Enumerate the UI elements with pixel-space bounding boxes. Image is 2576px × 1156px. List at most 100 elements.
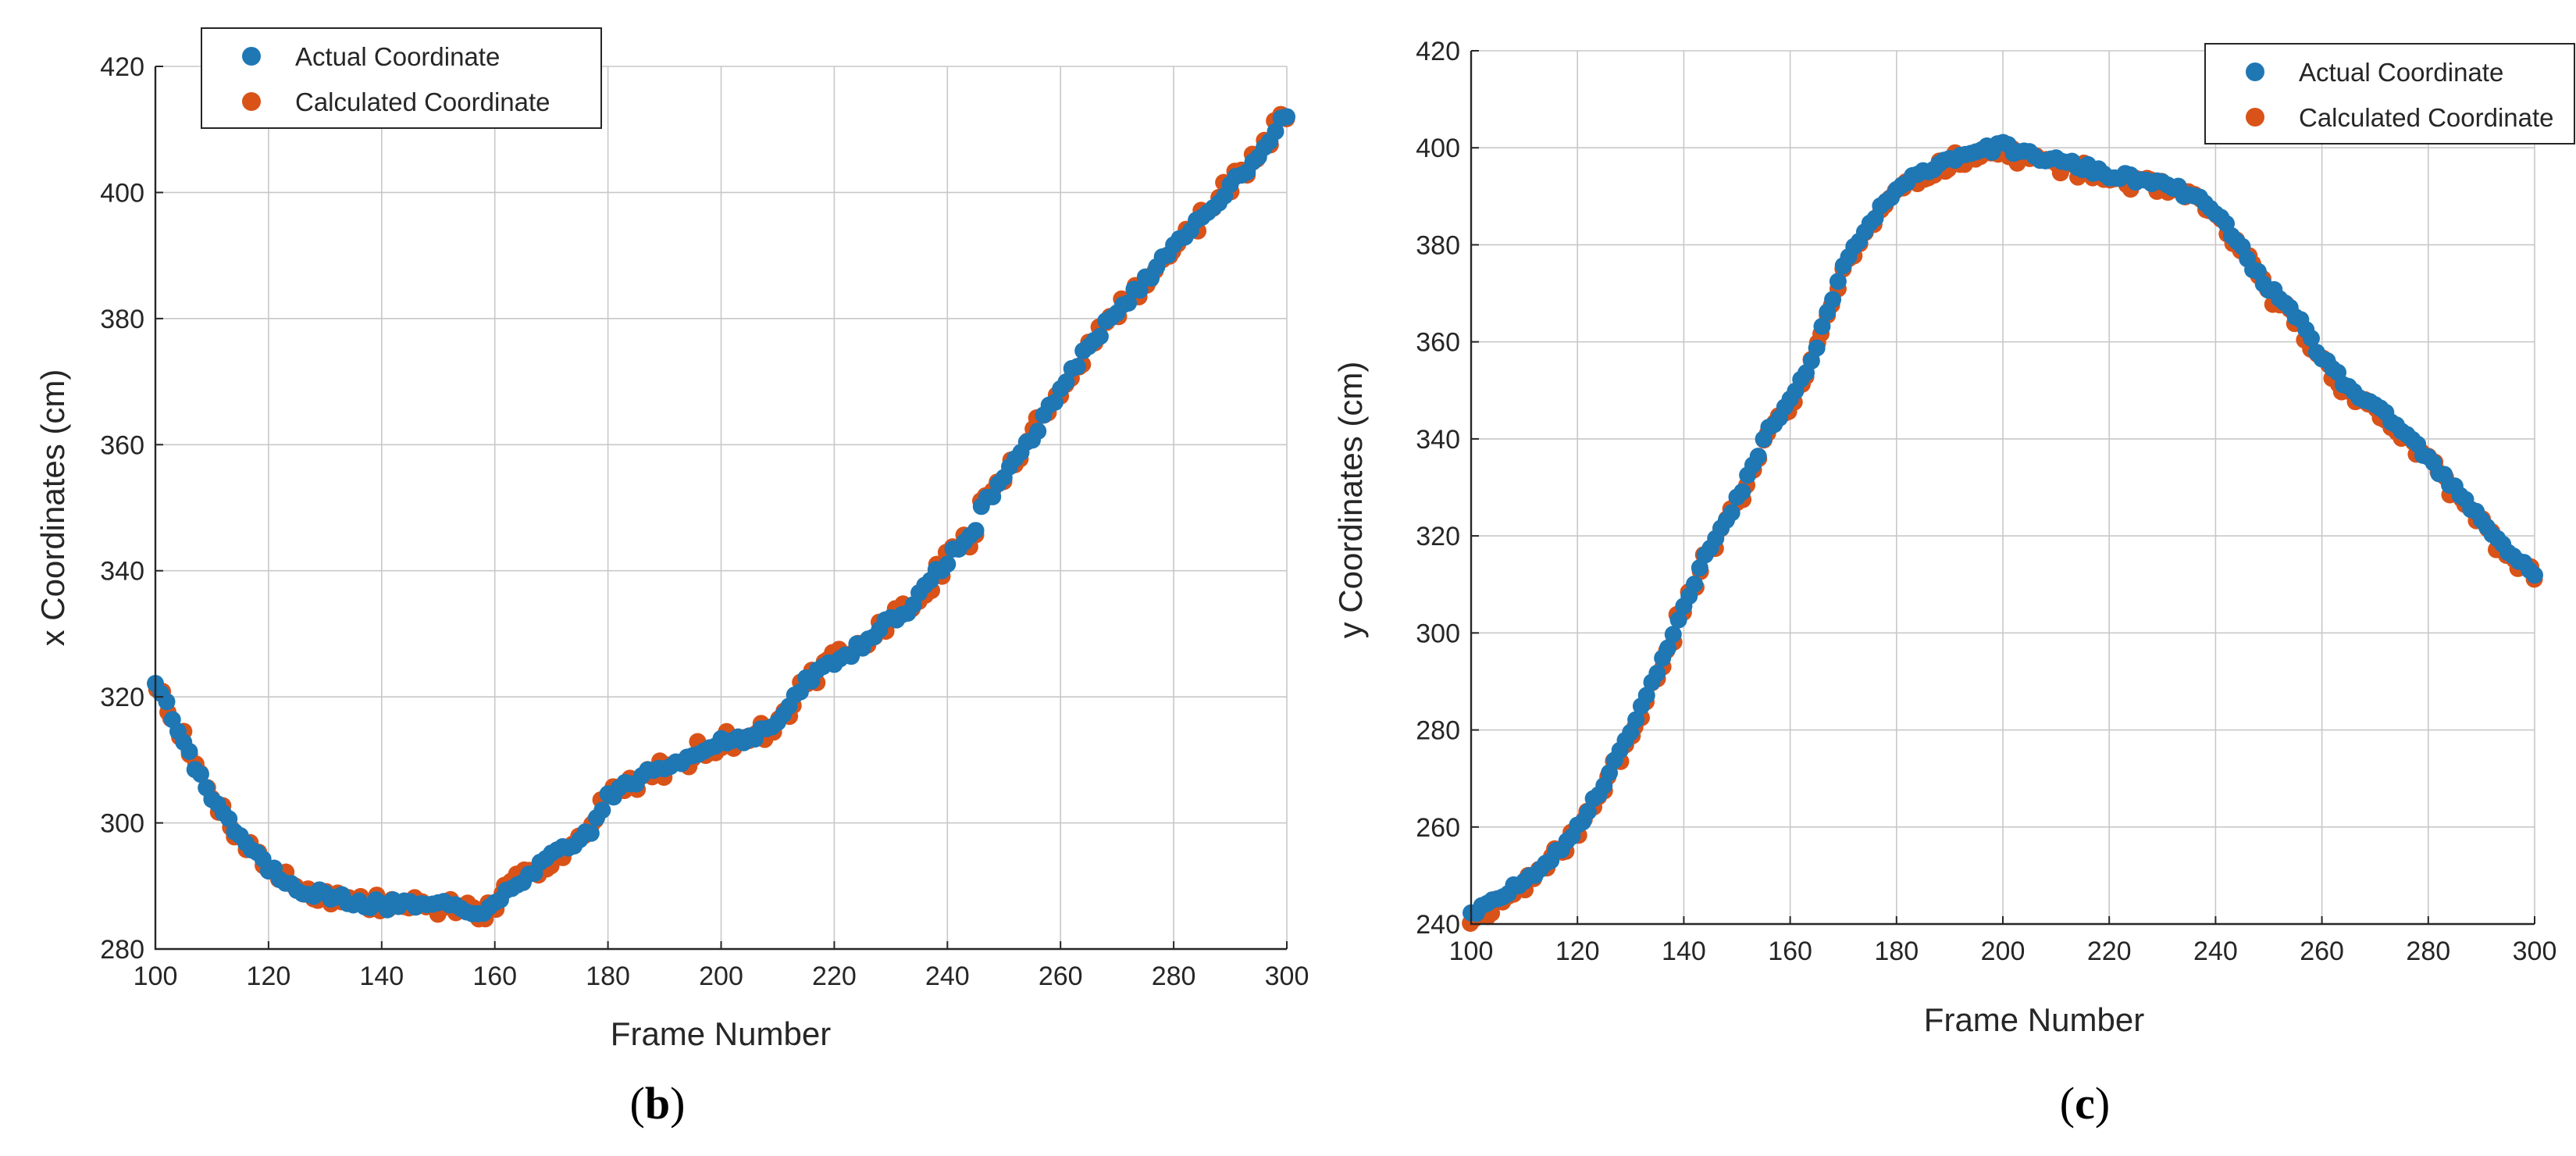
x-tick-label: 120 xyxy=(247,962,291,991)
legend-marker xyxy=(2246,62,2264,81)
x-tick-label: 280 xyxy=(2406,937,2450,966)
legend-box xyxy=(201,27,602,129)
legend-c: Actual Coordinate Calculated Coordinate xyxy=(2204,43,2575,144)
actual-point xyxy=(1659,639,1676,657)
actual-point xyxy=(1029,423,1047,441)
x-tick-label: 240 xyxy=(925,962,970,991)
y-tick-label: 360 xyxy=(100,430,144,460)
x-tick-label: 100 xyxy=(1449,937,1494,966)
actual-point xyxy=(1046,394,1064,412)
x-tick-label: 220 xyxy=(2087,937,2132,966)
actual-point xyxy=(1686,575,1704,593)
legend-marker xyxy=(2246,108,2264,127)
actual-point xyxy=(2526,566,2543,584)
actual-point xyxy=(191,765,209,783)
legend-label: Calculated Coordinate xyxy=(2299,103,2554,132)
y-axis-label-c: y Coordinates (cm) xyxy=(1332,362,1369,639)
x-tick-label: 200 xyxy=(699,962,743,991)
legend-b: Actual Coordinate Calculated Coordinate xyxy=(201,27,602,129)
actual-point xyxy=(1648,664,1666,682)
legend-marker xyxy=(242,92,261,111)
actual-point xyxy=(1637,687,1655,705)
actual-point xyxy=(1808,339,1826,357)
y-axis-label-b: x Coordinates (cm) xyxy=(34,369,71,647)
panel-label-b: (b) xyxy=(630,1078,686,1129)
actual-point xyxy=(2302,330,2320,348)
y-tick-label: 360 xyxy=(1416,328,1460,358)
actual-point xyxy=(939,555,957,573)
actual-point xyxy=(1723,504,1740,522)
legend-label: Actual Coordinate xyxy=(2299,58,2503,87)
y-tick-label: 320 xyxy=(1416,522,1460,551)
x-tick-label: 300 xyxy=(1265,962,1309,991)
actual-point xyxy=(1579,803,1597,821)
x-tick-label: 160 xyxy=(472,962,517,991)
x-tick-label: 300 xyxy=(2513,937,2557,966)
x-tick-label: 280 xyxy=(1152,962,1196,991)
y-tick-label: 400 xyxy=(100,178,144,208)
points-b xyxy=(147,105,1295,928)
y-tick-label: 300 xyxy=(1416,619,1460,648)
actual-point xyxy=(1829,273,1847,291)
x-tick-label: 260 xyxy=(2300,937,2344,966)
actual-point xyxy=(1733,483,1751,501)
actual-point xyxy=(180,743,198,761)
y-tick-label: 340 xyxy=(100,557,144,587)
actual-point xyxy=(158,693,176,711)
actual-point xyxy=(1669,611,1687,629)
y-tick-label: 420 xyxy=(1416,37,1460,66)
actual-point xyxy=(593,801,611,819)
x-tick-label: 140 xyxy=(359,962,404,991)
actual-point xyxy=(1267,123,1284,141)
actual-point xyxy=(1091,327,1109,345)
x-tick-label: 240 xyxy=(2193,937,2238,966)
y-tick-label: 260 xyxy=(1416,813,1460,843)
x-tick-label: 260 xyxy=(1039,962,1083,991)
y-tick-label: 420 xyxy=(100,52,144,82)
panel-label-c: (c) xyxy=(2060,1078,2110,1129)
x-tick-label: 140 xyxy=(1662,937,1706,966)
actual-point xyxy=(1664,626,1682,644)
y-tick-label: 300 xyxy=(100,809,144,839)
actual-point xyxy=(1131,281,1149,299)
actual-point xyxy=(220,810,238,828)
chart-panel-c: 100 120 140 160 180 200 220 240 260 280 300 240 260 2… xyxy=(1332,37,2575,1129)
actual-point xyxy=(1691,558,1708,576)
actual-point xyxy=(1057,373,1075,391)
actual-point xyxy=(1802,352,1820,370)
actual-point xyxy=(984,487,1002,505)
actual-point xyxy=(1749,448,1767,466)
actual-point xyxy=(582,824,600,842)
actual-point xyxy=(1120,294,1138,312)
x-tick-label: 100 xyxy=(134,962,178,991)
actual-point xyxy=(791,683,809,701)
x-tick-label: 200 xyxy=(1981,937,2026,966)
legend-box xyxy=(2204,43,2575,144)
y-tick-label: 400 xyxy=(1416,134,1460,163)
chart-panel-b: 100 120 140 160 180 200 220 240 260 280 300 280 300 3… xyxy=(34,27,1309,1129)
legend-label: Calculated Coordinate xyxy=(295,87,550,116)
x-tick-label: 220 xyxy=(812,962,857,991)
y-tick-label: 240 xyxy=(1416,910,1460,940)
actual-point xyxy=(1068,358,1086,376)
y-tick-label: 320 xyxy=(100,683,144,712)
y-tick-label: 380 xyxy=(100,305,144,334)
x-tick-label: 120 xyxy=(1555,937,1600,966)
x-axis-label-b: Frame Number xyxy=(611,1015,831,1052)
x-tick-label: 160 xyxy=(1768,937,1812,966)
y-tick-label: 340 xyxy=(1416,425,1460,455)
actual-point xyxy=(1824,291,1842,309)
y-tick-label: 280 xyxy=(100,935,144,965)
ticks-b: 100 120 140 160 180 200 220 240 260 280 300 280 300 3… xyxy=(100,52,1309,991)
grid-c xyxy=(1470,50,2535,925)
grid-b xyxy=(155,66,1288,950)
actual-point xyxy=(1595,776,1613,794)
legend-label: Actual Coordinate xyxy=(295,42,500,71)
x-axis-label-c: Frame Number xyxy=(1924,1001,2144,1038)
actual-point xyxy=(1627,711,1645,729)
legend-marker xyxy=(242,47,261,66)
y-tick-label: 280 xyxy=(1416,716,1460,746)
x-tick-label: 180 xyxy=(586,962,630,991)
actual-point xyxy=(967,522,985,540)
